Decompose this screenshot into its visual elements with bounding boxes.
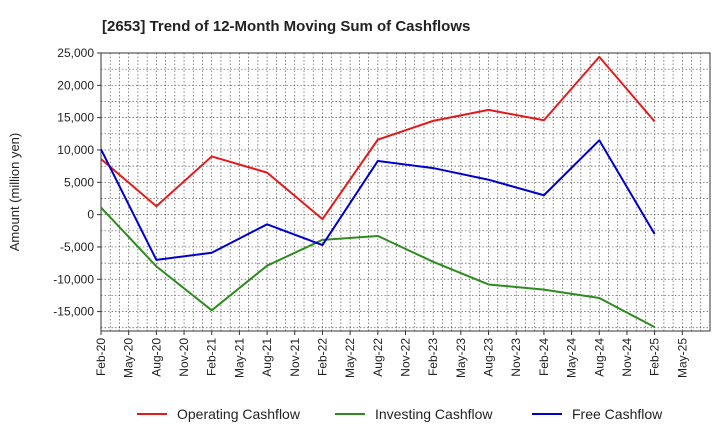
- x-tick-label: May-20: [122, 338, 136, 378]
- x-tick-label: May-22: [343, 338, 357, 378]
- x-tick-label: Nov-21: [288, 338, 302, 377]
- grid: [101, 52, 710, 331]
- legend-item-investing-cashflow: Investing Cashflow: [335, 406, 493, 422]
- legend-label: Investing Cashflow: [375, 406, 493, 422]
- x-tick-label: May-21: [232, 338, 246, 378]
- x-tick-label: Nov-24: [620, 338, 634, 377]
- x-tick-label: Aug-22: [371, 338, 385, 377]
- y-tick-label: -10,000: [53, 272, 94, 286]
- y-axis-label: Amount (million yen): [7, 133, 22, 252]
- x-tick-label: Nov-23: [509, 338, 523, 377]
- x-tick-label: Aug-24: [592, 338, 606, 377]
- series-group: [100, 55, 656, 329]
- x-tick-label: Feb-25: [648, 338, 662, 376]
- x-tick-label: May-25: [675, 338, 689, 378]
- y-axis-ticks: 25,000 20,000 15,000 10,000 5,000 0 -5,000 -10,…: [53, 46, 101, 319]
- x-tick-label: Nov-22: [399, 338, 413, 377]
- x-tick-label: Aug-21: [260, 338, 274, 377]
- y-tick-label: 10,000: [57, 143, 94, 157]
- plot-area: [100, 52, 711, 332]
- legend-label: Free Cashflow: [572, 406, 663, 422]
- x-tick-label: Feb-22: [315, 338, 329, 376]
- x-tick-label: Aug-23: [482, 338, 496, 377]
- y-tick-label: 20,000: [57, 78, 94, 92]
- legend-item-free-cashflow: Free Cashflow: [532, 406, 663, 422]
- x-tick-label: Feb-20: [94, 338, 108, 376]
- x-tick-label: Feb-21: [205, 338, 219, 376]
- legend-label: Operating Cashflow: [177, 406, 301, 422]
- series-line-operating-cashflow: [100, 55, 656, 221]
- legend-item-operating-cashflow: Operating Cashflow: [137, 406, 301, 422]
- x-axis-ticks: Feb-20 May-20 Aug-20 Nov-20 Feb-21 May-21 Aug-…: [94, 331, 689, 378]
- y-tick-label: -15,000: [53, 305, 94, 319]
- x-tick-label: May-23: [454, 338, 468, 378]
- y-tick-label: 5,000: [64, 175, 94, 189]
- x-tick-label: Nov-20: [177, 338, 191, 377]
- x-tick-label: May-24: [565, 338, 579, 378]
- y-tick-label: 25,000: [57, 46, 94, 60]
- y-tick-label: -5,000: [60, 240, 94, 254]
- series-line-free-cashflow: [100, 139, 656, 261]
- x-tick-label: Feb-24: [537, 338, 551, 376]
- x-tick-label: Feb-23: [426, 338, 440, 376]
- y-tick-label: 0: [87, 208, 94, 222]
- x-tick-label: Aug-20: [149, 338, 163, 377]
- chart-title: [2653] Trend of 12-Month Moving Sum of C…: [102, 18, 470, 35]
- legend: Operating Cashflow Investing Cashflow Free…: [137, 406, 663, 422]
- series-line-investing-cashflow: [100, 206, 656, 329]
- y-tick-label: 15,000: [57, 111, 94, 125]
